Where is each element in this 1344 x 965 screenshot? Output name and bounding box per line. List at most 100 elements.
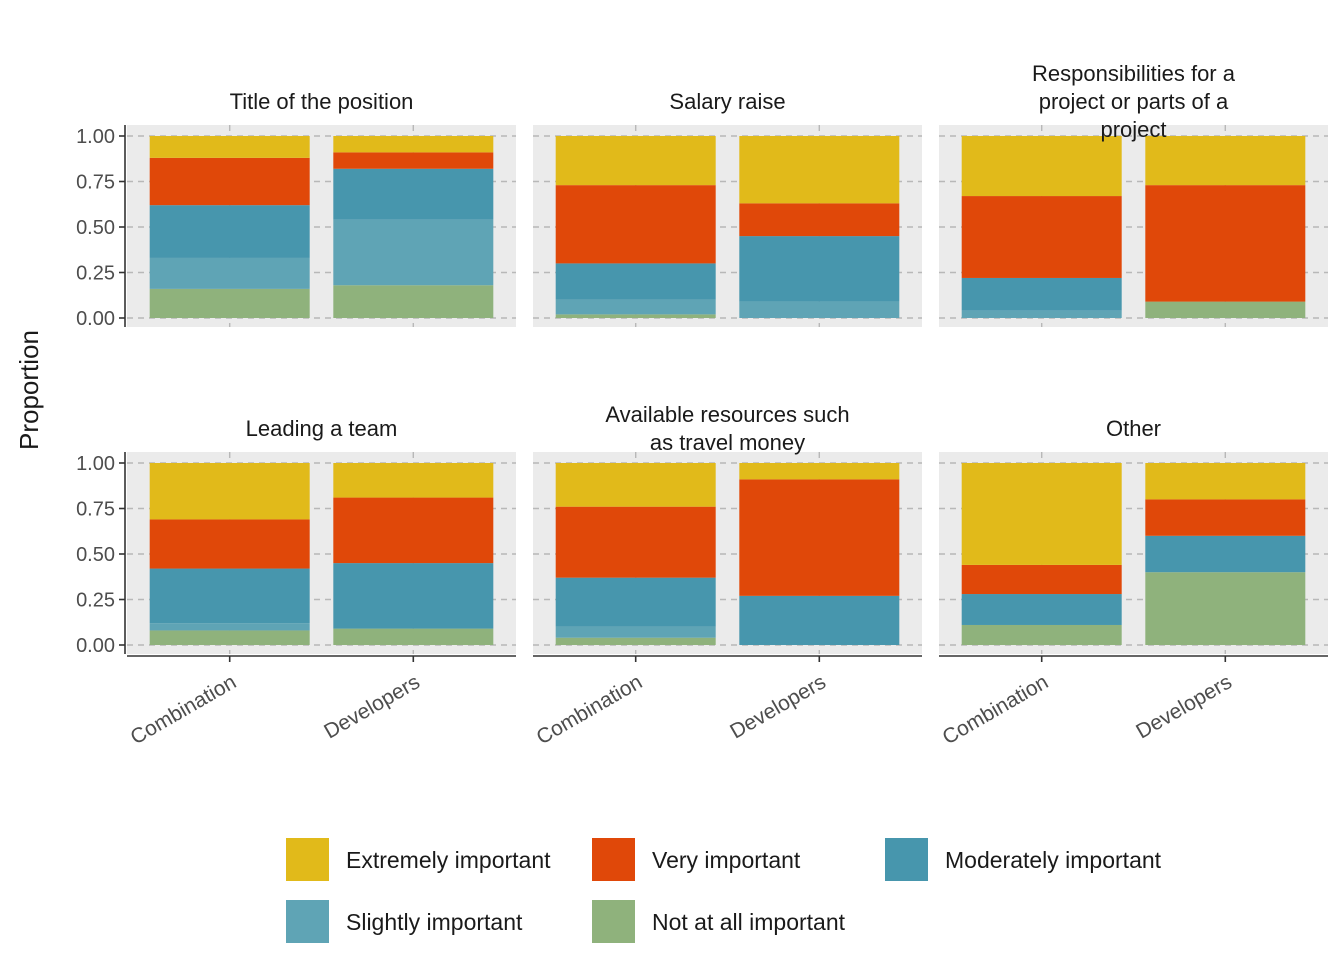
x-tick-label: Combination <box>533 670 647 749</box>
bar-segment <box>149 205 310 258</box>
legend-swatch <box>286 838 329 881</box>
bar-segment <box>149 463 310 520</box>
bar-segment <box>555 263 716 300</box>
legend-label: Extremely important <box>346 847 551 873</box>
bar-segment <box>333 563 494 629</box>
bar-segment <box>739 301 900 318</box>
panel: Other Combination Developers <box>939 416 1328 749</box>
bar-segment <box>149 157 310 206</box>
bar-segment <box>555 136 716 186</box>
bar-segment <box>1145 301 1306 318</box>
bar-segment <box>333 219 494 286</box>
panel-title: as travel money <box>650 430 805 455</box>
y-tick-label: 0.25 <box>76 590 115 612</box>
legend-item: Moderately important <box>885 838 1162 881</box>
bar-segment <box>1145 136 1306 186</box>
bar-segment <box>739 595 900 645</box>
panel: Leading a team 0.00 0.25 0.50 0.75 1.00 Combin… <box>76 416 516 749</box>
bar-segment <box>739 236 900 302</box>
bar-segment <box>739 479 900 596</box>
y-tick-label: 1.00 <box>76 453 115 475</box>
legend-label: Moderately important <box>945 847 1162 873</box>
bar-segment <box>739 463 900 480</box>
bar-segment <box>739 136 900 204</box>
panel-title: Salary raise <box>669 89 785 114</box>
bar-segment <box>149 136 310 158</box>
bar-segment <box>1145 572 1306 645</box>
panel-title: Leading a team <box>246 416 398 441</box>
bar-segment <box>333 285 494 318</box>
x-tick-label: Combination <box>939 670 1053 749</box>
panel-title: project or parts of a <box>1039 89 1229 114</box>
bar-segment <box>961 564 1122 595</box>
x-tick-label: Developers <box>1132 670 1236 743</box>
bar-segment <box>961 310 1122 318</box>
bar-segment <box>149 568 310 624</box>
bar-segment <box>961 594 1122 625</box>
bar-segment <box>555 506 716 578</box>
bar-segment <box>333 463 494 498</box>
legend-label: Not at all important <box>652 909 846 935</box>
y-tick-label: 0.00 <box>76 308 115 330</box>
bar-segment <box>149 623 310 631</box>
y-tick-label: 1.00 <box>76 126 115 148</box>
legend-swatch <box>592 900 635 943</box>
bar-segment <box>149 288 310 318</box>
legend-swatch <box>592 838 635 881</box>
bar-segment <box>333 168 494 220</box>
bar-segment <box>1145 185 1306 302</box>
panel: Available resources such as travel money C… <box>533 402 922 749</box>
bar-segment <box>961 196 1122 278</box>
panel-title: Other <box>1106 416 1161 441</box>
legend-label: Slightly important <box>346 909 523 935</box>
bar-segment <box>555 463 716 507</box>
x-tick-label: Developers <box>726 670 830 743</box>
bar-segment <box>555 314 716 318</box>
bar-segment <box>149 630 310 645</box>
panel-title: project <box>1100 117 1166 142</box>
bar-segment <box>961 277 1122 311</box>
bar-segment <box>739 203 900 237</box>
legend-swatch <box>286 900 329 943</box>
panel-title: Responsibilities for a <box>1032 61 1236 86</box>
bar-segment <box>333 136 494 153</box>
bar-segment <box>961 624 1122 645</box>
y-axis-title: Proportion <box>14 330 44 450</box>
y-tick-label: 0.50 <box>76 217 115 239</box>
legend-item: Extremely important <box>286 838 551 881</box>
bar-segment <box>555 299 716 315</box>
bar-segment <box>333 628 494 645</box>
bar-segment <box>961 463 1122 565</box>
bar-segment <box>555 577 716 627</box>
panel-title: Available resources such <box>605 402 849 427</box>
legend-label: Very important <box>652 847 801 873</box>
x-tick-label: Combination <box>127 670 241 749</box>
y-tick-label: 0.00 <box>76 635 115 657</box>
legend-item: Not at all important <box>592 900 846 943</box>
bar-segment <box>149 519 310 569</box>
bar-segment <box>333 152 494 169</box>
legend-item: Very important <box>592 838 801 881</box>
legend: Extremely important Very important Moderat… <box>286 838 1162 943</box>
panel-title: Title of the position <box>230 89 414 114</box>
bar-segment <box>1145 535 1306 573</box>
bar-segment <box>1145 499 1306 536</box>
x-tick-label: Developers <box>320 670 424 743</box>
legend-item: Slightly important <box>286 900 523 943</box>
panel: Title of the position 0.00 0.25 0.50 0.75 1.0… <box>76 89 516 330</box>
legend-swatch <box>885 838 928 881</box>
y-tick-label: 0.25 <box>76 263 115 285</box>
bar-segment <box>961 136 1122 197</box>
bar-segment <box>555 637 716 645</box>
panel: Responsibilities for a project or parts o… <box>939 61 1328 327</box>
bar-segment <box>555 185 716 264</box>
y-tick-label: 0.50 <box>76 544 115 566</box>
panel: Salary raise <box>533 89 922 327</box>
y-tick-label: 0.75 <box>76 499 115 521</box>
bar-segment <box>333 497 494 564</box>
y-tick-label: 0.75 <box>76 172 115 194</box>
bar-segment <box>149 257 310 289</box>
bar-segment <box>1145 463 1306 500</box>
